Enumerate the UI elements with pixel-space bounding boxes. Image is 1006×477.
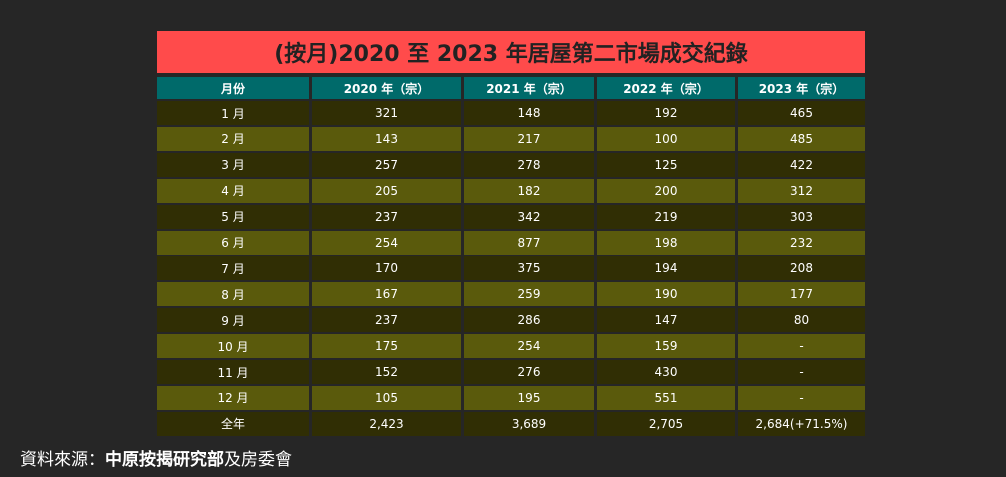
table-cell: 237 [312, 204, 461, 229]
table-cell: 208 [738, 256, 865, 281]
table-cell: 254 [464, 334, 594, 359]
table-cell: 159 [597, 334, 735, 359]
table-cell: 全年 [157, 411, 309, 436]
table-cell: 8 月 [157, 282, 309, 307]
table-cell: 342 [464, 204, 594, 229]
header-cell: 2020 年（宗） [312, 77, 461, 99]
table-cell: 198 [597, 230, 735, 255]
table-cell: 11 月 [157, 360, 309, 384]
table-cell: 3 月 [157, 152, 309, 177]
table-cell: 237 [312, 308, 461, 333]
table-cell: 321 [312, 101, 461, 125]
table-cell: 276 [464, 360, 594, 384]
table-cell: 257 [312, 152, 461, 177]
table-cell: 217 [464, 126, 594, 151]
table-cell: 195 [464, 385, 594, 410]
table-cell: 430 [597, 360, 735, 384]
header-cell: 2021 年（宗） [464, 77, 594, 99]
table-cell: 10 月 [157, 334, 309, 359]
table-cell: 485 [738, 126, 865, 151]
table-cell: 375 [464, 256, 594, 281]
table-cell: - [738, 385, 865, 410]
table-cell: 125 [597, 152, 735, 177]
table-cell: 143 [312, 126, 461, 151]
table-cell: 182 [464, 178, 594, 203]
table-cell: 175 [312, 334, 461, 359]
table-cell: - [738, 360, 865, 384]
table-cell: 312 [738, 178, 865, 203]
table-cell: 205 [312, 178, 461, 203]
table-cell: 877 [464, 230, 594, 255]
table-cell: 219 [597, 204, 735, 229]
table-cell: 4 月 [157, 178, 309, 203]
source-label: 資料來源： [20, 450, 105, 470]
title: (按月)2020 至 2023 年居屋第二市場成交紀錄 [157, 31, 865, 73]
table-cell: 465 [738, 101, 865, 125]
table-cell: 2,705 [597, 411, 735, 436]
table-cell: 152 [312, 360, 461, 384]
table-cell: 148 [464, 101, 594, 125]
table-cell: 2 月 [157, 126, 309, 151]
table-cell: 254 [312, 230, 461, 255]
source: 資料來源：中原按揭研究部及房委會 [20, 445, 292, 470]
source-secondary: 及房委會 [224, 450, 292, 470]
table-cell: 7 月 [157, 256, 309, 281]
table-cell: 551 [597, 385, 735, 410]
table-cell: 278 [464, 152, 594, 177]
table-cell: 170 [312, 256, 461, 281]
table-cell: 192 [597, 101, 735, 125]
table-cell: 232 [738, 230, 865, 255]
table-cell: 200 [597, 178, 735, 203]
table-cell: 2,684(+71.5%) [738, 411, 865, 436]
table-cell: 5 月 [157, 204, 309, 229]
table-cell: 286 [464, 308, 594, 333]
source-primary: 中原按揭研究部 [105, 450, 224, 470]
table-cell: 80 [738, 308, 865, 333]
header-cell: 2022 年（宗） [597, 77, 735, 99]
table-cell: 259 [464, 282, 594, 307]
table-cell: 3,689 [464, 411, 594, 436]
table-cell: 167 [312, 282, 461, 307]
table-cell: 422 [738, 152, 865, 177]
table-cell: 9 月 [157, 308, 309, 333]
table-cell: 2,423 [312, 411, 461, 436]
table-cell: 1 月 [157, 101, 309, 125]
table-cell: 303 [738, 204, 865, 229]
table-cell: 100 [597, 126, 735, 151]
header-cell: 月份 [157, 77, 309, 99]
table-cell: 190 [597, 282, 735, 307]
table-cell: 177 [738, 282, 865, 307]
table-cell: 12 月 [157, 385, 309, 410]
header-cell: 2023 年（宗） [738, 77, 865, 99]
table-cell: 105 [312, 385, 461, 410]
table-cell: 147 [597, 308, 735, 333]
table-cell: 6 月 [157, 230, 309, 255]
table-cell: 194 [597, 256, 735, 281]
table-cell: - [738, 334, 865, 359]
